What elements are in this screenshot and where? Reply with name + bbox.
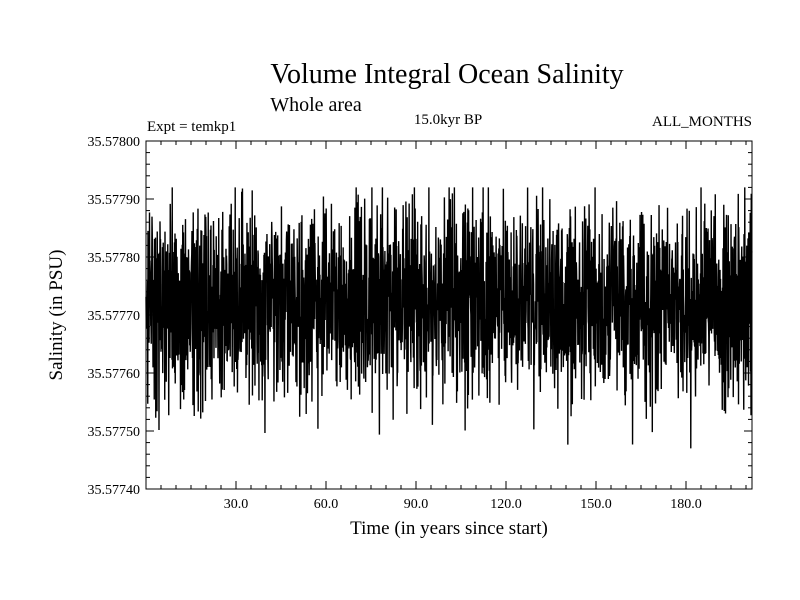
- x-tick-label: 120.0: [490, 497, 522, 512]
- y-tick-label: 35.57790: [88, 193, 141, 208]
- plot-series: [145, 187, 753, 449]
- y-tick-label: 35.57750: [88, 425, 141, 440]
- y-axis-label: Salinity (in PSU): [46, 250, 67, 381]
- chart-subtitle: Whole area: [270, 94, 362, 116]
- y-axis: 35.57740 35.57750 35.57760 35.57770 35.57780…: [88, 135, 752, 498]
- y-tick-label: 35.57780: [88, 251, 141, 266]
- salinity-series-line: [145, 187, 753, 449]
- x-tick-label: 150.0: [580, 497, 612, 512]
- x-tick-label: 180.0: [670, 497, 702, 512]
- months-label: ALL_MONTHS: [652, 114, 752, 130]
- x-tick-label: 90.0: [404, 497, 429, 512]
- y-tick-label: 35.57760: [88, 367, 141, 382]
- y-tick-label: 35.57740: [88, 483, 141, 498]
- period-label: 15.0kyr BP: [414, 112, 482, 128]
- chart-title: Volume Integral Ocean Salinity: [270, 59, 623, 90]
- x-axis-label: Time (in years since start): [350, 518, 548, 539]
- y-tick-label: 35.57770: [88, 309, 141, 324]
- experiment-label: Expt = temkp1: [147, 119, 236, 135]
- y-tick-label: 35.57800: [88, 135, 141, 150]
- x-tick-label: 60.0: [314, 497, 339, 512]
- x-tick-label: 30.0: [224, 497, 249, 512]
- x-axis: 30.0 60.0 90.0 120.0 150.0 180.0: [160, 141, 747, 512]
